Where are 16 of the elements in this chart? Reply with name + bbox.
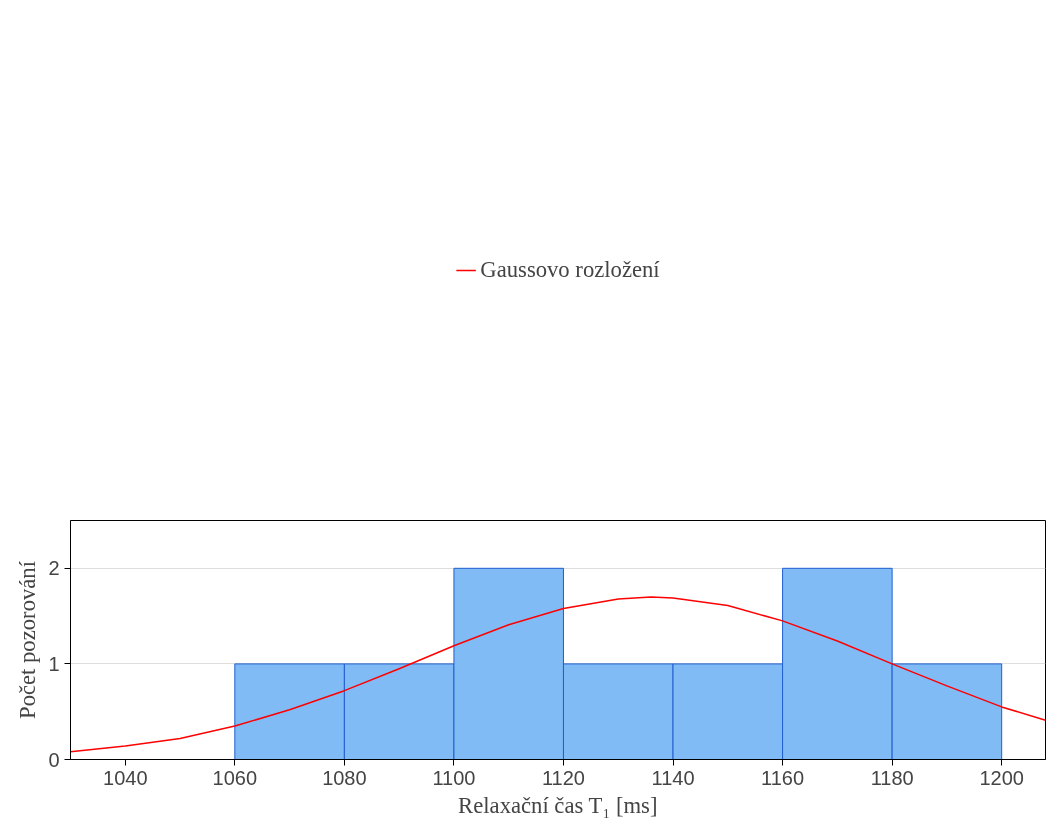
y-tick-label: 0	[48, 748, 60, 771]
x-tick-label: 1060	[212, 766, 258, 789]
y-axis-title: Počet pozorování	[15, 560, 41, 719]
x-tick-label: 1180	[870, 766, 914, 789]
x-tick-label: 1140	[651, 766, 695, 789]
legend-label: Gaussovo rozložení	[480, 257, 660, 283]
x-tick-label: 1100	[432, 766, 476, 789]
x-tick-label: 1080	[322, 766, 367, 789]
x-tick-label: 1120	[541, 766, 585, 789]
y-tick-label: 1	[48, 652, 60, 675]
x-tick-label: 1160	[761, 766, 805, 789]
line-series	[70, 596, 1046, 753]
x-tick-label: 1040	[103, 766, 148, 789]
y-tick-label: 2	[48, 557, 60, 580]
x-axis-title: Relaxační čas T₁ [ms]	[458, 792, 658, 818]
x-tick-label: 1200	[979, 766, 1024, 789]
